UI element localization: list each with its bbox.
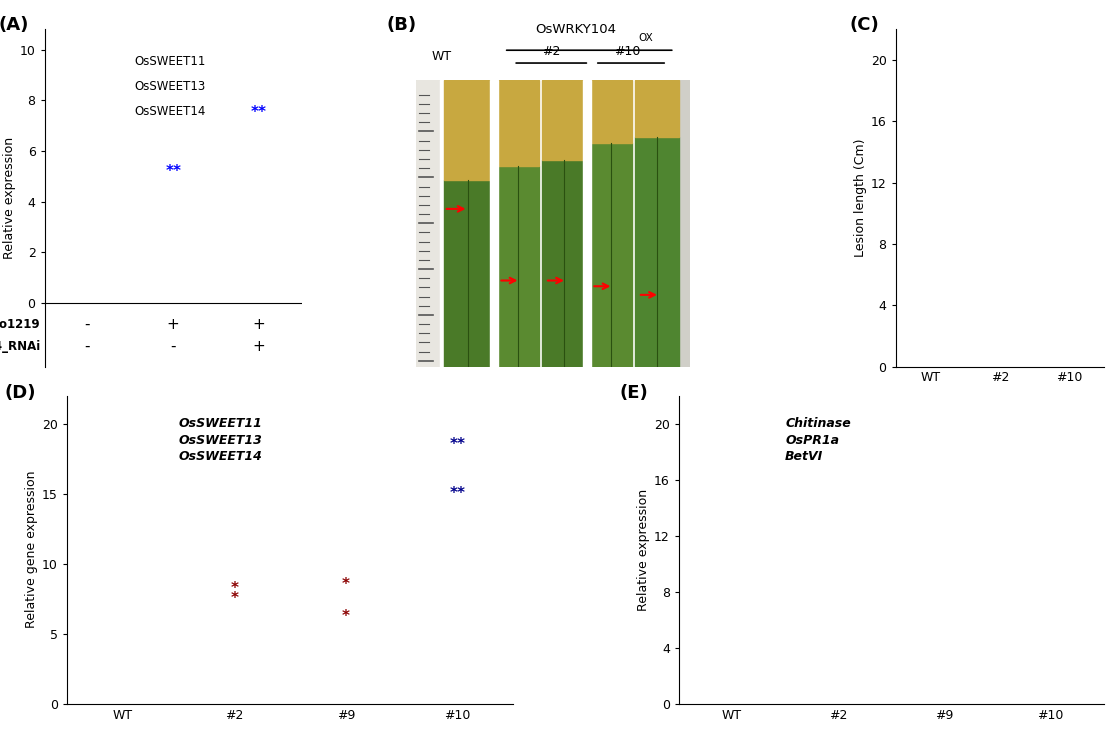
Text: OX: OX [639, 33, 653, 43]
Text: **: ** [165, 163, 182, 179]
Y-axis label: Lesion length (Cm): Lesion length (Cm) [854, 139, 866, 257]
Text: **: ** [449, 438, 465, 452]
Text: **: ** [449, 486, 465, 501]
Text: Chitinase: Chitinase [785, 417, 851, 430]
Text: OsPR1a: OsPR1a [785, 434, 840, 446]
Text: WT: WT [432, 50, 452, 63]
Y-axis label: Relative gene expression: Relative gene expression [25, 471, 38, 628]
Y-axis label: Relative expression: Relative expression [637, 489, 650, 611]
Text: #10: #10 [614, 45, 640, 58]
Text: OX: OX [1058, 410, 1070, 419]
Text: +: + [253, 317, 265, 332]
Text: +: + [253, 339, 265, 354]
Text: *: * [342, 609, 350, 625]
Text: -: - [171, 339, 176, 354]
Text: (C): (C) [850, 16, 880, 34]
Text: OsSWEET11: OsSWEET11 [178, 417, 262, 430]
Text: -: - [85, 339, 90, 354]
Text: OsSWEET13: OsSWEET13 [178, 434, 262, 446]
Text: -: - [85, 317, 90, 332]
Text: (E): (E) [619, 383, 648, 402]
Text: *: * [231, 581, 239, 597]
Text: OsWRKY104: OsWRKY104 [963, 410, 1036, 424]
Text: OsWRKY104_RNAi: OsWRKY104_RNAi [0, 339, 40, 353]
Text: OsWRKY104: OsWRKY104 [535, 23, 617, 36]
Text: (B): (B) [386, 16, 416, 34]
Text: BetVI: BetVI [785, 450, 823, 463]
Text: +: + [167, 317, 180, 332]
Text: OsSWEET14: OsSWEET14 [135, 106, 206, 118]
Text: OsSWEET11: OsSWEET11 [135, 55, 206, 67]
Text: *: * [342, 577, 350, 592]
Text: (D): (D) [4, 383, 36, 402]
Text: *: * [231, 592, 239, 606]
Text: **: ** [251, 106, 266, 120]
Text: Xoo1219: Xoo1219 [0, 318, 40, 331]
Y-axis label: Relative expression: Relative expression [2, 137, 16, 259]
Text: #2: #2 [542, 45, 561, 58]
Text: OsSWEET13: OsSWEET13 [135, 80, 206, 93]
Text: OsSWEET14: OsSWEET14 [178, 450, 262, 463]
Text: (A): (A) [0, 16, 29, 34]
